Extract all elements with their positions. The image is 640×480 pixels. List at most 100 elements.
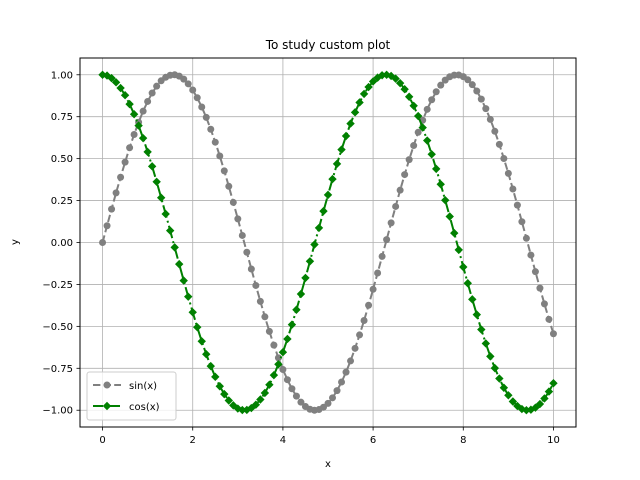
data-point xyxy=(459,262,468,272)
data-point xyxy=(202,350,211,359)
series-1 xyxy=(98,70,558,415)
data-point xyxy=(261,313,269,321)
data-point xyxy=(329,394,337,402)
data-point xyxy=(368,77,378,86)
legend-entry: sin(x) xyxy=(93,381,157,392)
y-tick-label: 0.25 xyxy=(51,196,73,207)
data-point xyxy=(99,239,107,246)
x-tick-label: 0 xyxy=(99,435,105,446)
data-point xyxy=(247,265,255,273)
data-point xyxy=(292,305,301,314)
data-point xyxy=(356,331,364,339)
data-point xyxy=(107,73,116,83)
data-point xyxy=(197,337,206,346)
y-axis-ticks: −1.00 −0.75 −0.50 −0.25 0.00 0.25 0.50 0.75 1.00 xyxy=(42,70,80,417)
data-point xyxy=(283,334,292,344)
legend-marker xyxy=(103,381,111,389)
data-point xyxy=(260,388,270,398)
data-point xyxy=(175,259,184,269)
x-tick-label: 4 xyxy=(280,435,286,446)
legend-label: sin(x) xyxy=(129,381,157,392)
data-point xyxy=(188,308,197,317)
data-point xyxy=(301,273,310,283)
data-point xyxy=(495,140,503,148)
data-point xyxy=(364,82,373,92)
data-point xyxy=(374,269,382,277)
data-point xyxy=(342,368,350,376)
data-point xyxy=(365,301,373,309)
data-point xyxy=(347,357,355,365)
data-point xyxy=(103,222,111,230)
legend-entry: cos(x) xyxy=(93,401,160,413)
data-point xyxy=(536,284,544,292)
data-point xyxy=(518,218,526,226)
data-point xyxy=(256,395,265,404)
data-point xyxy=(392,202,400,210)
y-tick-label: −0.75 xyxy=(42,364,73,375)
data-point xyxy=(193,94,201,102)
data-point xyxy=(234,215,242,223)
data-point xyxy=(165,226,175,235)
data-point xyxy=(279,365,287,373)
data-point xyxy=(130,130,138,138)
data-point xyxy=(265,380,274,389)
data-point xyxy=(527,251,535,259)
y-tick-label: −0.25 xyxy=(42,280,73,291)
data-point xyxy=(224,396,233,405)
data-point xyxy=(120,91,130,100)
data-point xyxy=(139,107,147,115)
data-point xyxy=(125,99,134,109)
data-point xyxy=(184,80,192,88)
y-axis-label: y xyxy=(10,239,21,245)
data-point xyxy=(346,119,355,128)
data-point xyxy=(477,325,486,334)
data-point xyxy=(473,87,481,95)
data-point xyxy=(522,234,530,242)
data-point xyxy=(265,327,273,335)
series-0 xyxy=(99,71,557,414)
data-point xyxy=(432,88,440,96)
data-point xyxy=(472,310,481,319)
data-point xyxy=(513,201,521,209)
plot-area xyxy=(79,57,577,428)
data-point xyxy=(252,281,260,289)
data-point xyxy=(225,182,233,190)
y-tick-label: 0.75 xyxy=(51,112,73,123)
data-point xyxy=(413,111,423,121)
data-point xyxy=(296,289,306,299)
x-axis-label: x xyxy=(325,459,331,470)
x-tick-label: 10 xyxy=(547,435,560,446)
data-point xyxy=(211,372,220,382)
data-point xyxy=(238,231,246,239)
data-point xyxy=(509,185,517,193)
data-point xyxy=(360,316,368,324)
data-point xyxy=(450,228,459,238)
data-point xyxy=(396,186,404,194)
data-point xyxy=(395,78,405,88)
data-point xyxy=(220,167,228,175)
legend-marker xyxy=(102,401,112,411)
data-point xyxy=(305,257,315,266)
data-point xyxy=(108,205,116,213)
data-point xyxy=(338,378,346,386)
data-point xyxy=(341,131,351,141)
data-point xyxy=(355,98,364,107)
data-point xyxy=(148,89,156,97)
data-point xyxy=(198,103,206,111)
data-point xyxy=(220,389,229,399)
y-tick-label: 0.00 xyxy=(51,238,73,249)
data-point xyxy=(206,361,215,371)
data-point xyxy=(112,189,120,197)
data-point xyxy=(481,339,491,348)
data-point xyxy=(441,196,450,205)
data-point xyxy=(531,268,539,276)
data-point xyxy=(111,78,121,87)
data-point xyxy=(437,81,445,89)
data-point xyxy=(468,295,477,304)
data-point xyxy=(144,97,152,105)
data-point xyxy=(152,177,161,186)
y-tick-label: 1.00 xyxy=(51,70,73,81)
data-point xyxy=(153,82,161,90)
data-point xyxy=(414,128,422,136)
